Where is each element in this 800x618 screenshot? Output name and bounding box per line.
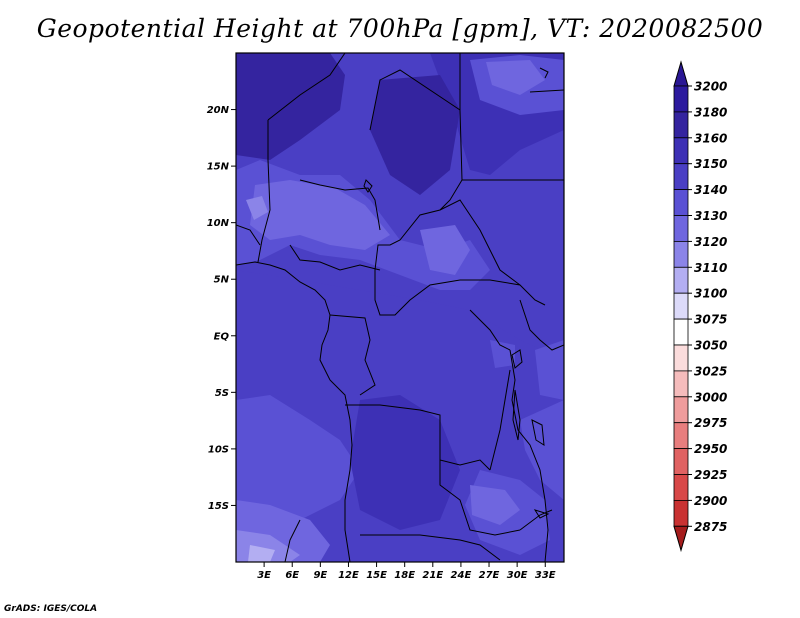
colorbar-label: 3200	[694, 80, 727, 94]
lat-tick-label: 5S	[215, 388, 229, 399]
colorbar-segment	[673, 189, 689, 216]
colorbar-bottom-cap	[673, 525, 689, 553]
colorbar-label: 2925	[694, 468, 727, 482]
colorbar-label: 2900	[694, 494, 727, 508]
colorbar-label: 3180	[694, 105, 727, 119]
colorbar-segment	[673, 215, 689, 242]
lon-tick-label: 30E	[507, 570, 528, 581]
colorbar-label: 3160	[694, 131, 727, 145]
colorbar-segment	[673, 499, 689, 527]
latitude-axis: 20N 15N 10N 5N EQ 5S 10S 15S	[207, 105, 236, 512]
country-boundaries	[236, 53, 564, 562]
colorbar-segment	[673, 396, 689, 424]
colorbar-label: 3130	[694, 209, 727, 223]
colorbar-label: 3100	[694, 287, 727, 301]
colorbar: 3200 3180 3160 3150 3140 3130 3120 3110 3100 3075…	[673, 60, 727, 553]
credit-label: GrADS: IGES/COLA	[4, 604, 98, 614]
lat-tick-label: EQ	[214, 331, 230, 342]
colorbar-top-cap	[673, 60, 689, 87]
lon-tick-label: 24E	[451, 570, 472, 581]
chart-title: Geopotential Height at 700hPa [gpm], VT:…	[36, 14, 764, 43]
colorbar-label: 3140	[694, 183, 727, 197]
colorbar-segment	[673, 448, 689, 475]
lat-tick-label: 5N	[214, 275, 230, 286]
colorbar-label: 2875	[694, 520, 727, 534]
lat-tick-label: 20N	[207, 105, 230, 116]
lon-tick-label: 3E	[257, 570, 271, 581]
lat-tick-label: 15S	[208, 501, 229, 512]
colorbar-label: 3000	[694, 390, 727, 404]
colorbar-segment	[673, 344, 689, 372]
colorbar-segment	[673, 292, 689, 320]
lat-tick-label: 15N	[207, 162, 230, 173]
colorbar-segment	[673, 111, 689, 139]
colorbar-segment	[673, 266, 689, 294]
map-frame	[235, 52, 565, 563]
colorbar-label: 2950	[694, 442, 727, 456]
colorbar-label: 3025	[694, 364, 727, 378]
colorbar-label: 3075	[694, 313, 727, 327]
lon-tick-label: 6E	[285, 570, 299, 581]
colorbar-label: 2975	[694, 416, 727, 430]
colorbar-segment	[673, 318, 689, 346]
colorbar-segment	[673, 85, 689, 113]
lat-tick-label: 10S	[208, 444, 229, 455]
lon-tick-label: 15E	[366, 570, 387, 581]
colorbar-segment	[673, 163, 689, 190]
colorbar-label: 3110	[694, 261, 727, 275]
lon-tick-label: 18E	[394, 570, 415, 581]
lon-tick-label: 9E	[313, 570, 327, 581]
colorbar-segment	[673, 137, 689, 165]
longitude-axis: 3E 6E 9E 12E 15E 18E 21E 24E 27E 30E 33E	[257, 562, 556, 581]
height-field	[236, 53, 564, 562]
colorbar-segment	[673, 370, 689, 398]
lon-tick-label: 33E	[535, 570, 556, 581]
lon-tick-label: 12E	[338, 570, 359, 581]
lon-tick-label: 21E	[422, 570, 443, 581]
lon-tick-label: 27E	[479, 570, 500, 581]
lat-tick-label: 10N	[207, 218, 230, 229]
lakes	[363, 179, 550, 519]
colorbar-segment	[673, 422, 689, 450]
colorbar-segment	[673, 240, 689, 268]
colorbar-segment	[673, 474, 689, 501]
colorbar-label: 3050	[694, 339, 727, 353]
colorbar-label: 3150	[694, 157, 727, 171]
colorbar-label: 3120	[694, 235, 727, 249]
